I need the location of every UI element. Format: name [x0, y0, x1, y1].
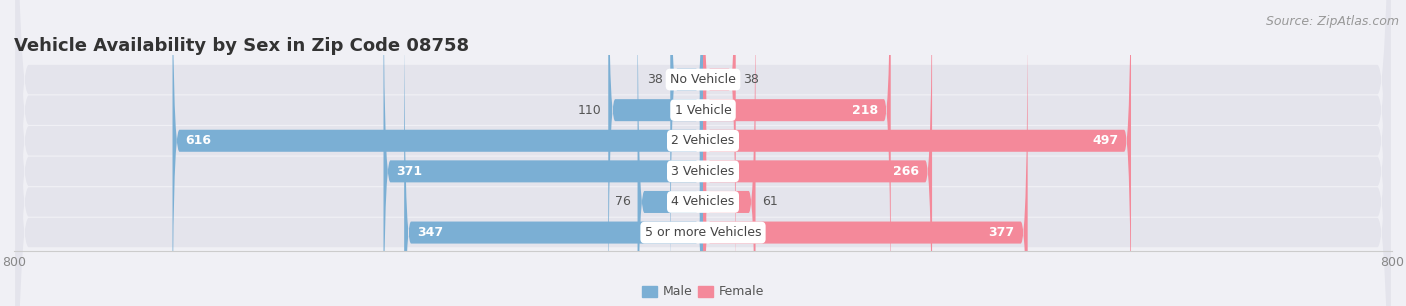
FancyBboxPatch shape [703, 0, 932, 306]
Text: 38: 38 [648, 73, 664, 86]
FancyBboxPatch shape [609, 0, 703, 306]
Text: 1 Vehicle: 1 Vehicle [675, 104, 731, 117]
Text: 2 Vehicles: 2 Vehicles [672, 134, 734, 147]
Text: 218: 218 [852, 104, 877, 117]
Text: 616: 616 [186, 134, 211, 147]
FancyBboxPatch shape [637, 0, 703, 306]
Text: Vehicle Availability by Sex in Zip Code 08758: Vehicle Availability by Sex in Zip Code … [14, 37, 470, 55]
Text: 110: 110 [578, 104, 602, 117]
Legend: Male, Female: Male, Female [637, 280, 769, 304]
Text: 377: 377 [988, 226, 1015, 239]
FancyBboxPatch shape [703, 0, 1028, 306]
Text: 61: 61 [762, 196, 778, 208]
FancyBboxPatch shape [703, 0, 735, 306]
FancyBboxPatch shape [703, 0, 1130, 306]
FancyBboxPatch shape [15, 0, 1391, 306]
FancyBboxPatch shape [15, 0, 1391, 306]
FancyBboxPatch shape [15, 0, 1391, 306]
Text: 266: 266 [893, 165, 920, 178]
FancyBboxPatch shape [671, 0, 703, 306]
FancyBboxPatch shape [15, 0, 1391, 306]
FancyBboxPatch shape [404, 0, 703, 306]
Text: 76: 76 [614, 196, 631, 208]
Text: 347: 347 [418, 226, 443, 239]
Text: 5 or more Vehicles: 5 or more Vehicles [645, 226, 761, 239]
Text: Source: ZipAtlas.com: Source: ZipAtlas.com [1265, 15, 1399, 28]
Text: 3 Vehicles: 3 Vehicles [672, 165, 734, 178]
Text: 497: 497 [1092, 134, 1118, 147]
FancyBboxPatch shape [15, 0, 1391, 306]
FancyBboxPatch shape [384, 0, 703, 306]
FancyBboxPatch shape [15, 0, 1391, 306]
Text: 371: 371 [396, 165, 423, 178]
FancyBboxPatch shape [703, 0, 891, 306]
Text: 4 Vehicles: 4 Vehicles [672, 196, 734, 208]
Text: No Vehicle: No Vehicle [671, 73, 735, 86]
FancyBboxPatch shape [703, 0, 755, 306]
Text: 38: 38 [742, 73, 758, 86]
FancyBboxPatch shape [173, 0, 703, 306]
